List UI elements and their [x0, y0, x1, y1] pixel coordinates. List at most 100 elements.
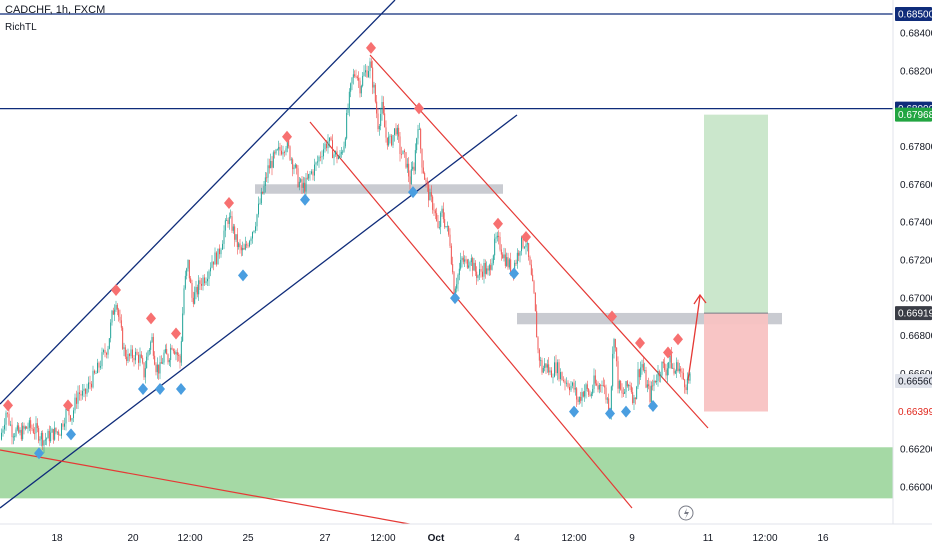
candle-body [625, 381, 627, 392]
candle-body [294, 164, 296, 168]
candle-body [214, 252, 216, 265]
candle-body [142, 357, 144, 363]
candle-body [406, 163, 408, 168]
position-target-zone[interactable] [704, 114, 768, 314]
candle-body [278, 146, 280, 150]
projection-arrow-head [693, 293, 707, 305]
candle-body [569, 387, 570, 391]
resistance-band-lower[interactable] [517, 312, 782, 325]
price-tag-navy[interactable] [895, 7, 932, 21]
candle-body [205, 281, 207, 284]
ascending-channel-line-0[interactable] [0, 0, 396, 405]
time-axis[interactable]: 18 20 12:00 25 27 12:00 Oct 4 12:00 9 11 12:00 16 [0, 505, 932, 550]
candle-body [404, 150, 405, 153]
candle-body [76, 397, 77, 404]
candle-body [686, 379, 688, 391]
candle-body [292, 159, 294, 170]
candle-body [652, 385, 654, 387]
descending-channel-line-2[interactable] [0, 449, 416, 526]
candle-body [187, 259, 189, 269]
time-axis-background [0, 524, 932, 550]
ascending-channel-line-1[interactable] [0, 114, 518, 509]
candle-body [143, 362, 145, 378]
candle-body [610, 386, 612, 413]
candle-body [672, 367, 674, 369]
candle-body [445, 226, 447, 228]
candle-body [267, 165, 269, 178]
candle-body [629, 384, 631, 387]
candle-body [216, 252, 217, 265]
candle-body [12, 436, 14, 438]
candle-body [258, 203, 259, 215]
candle-body [91, 383, 92, 388]
candle-body [329, 137, 330, 142]
price-tag-gray[interactable] [895, 374, 932, 389]
candle-body [362, 75, 364, 86]
candle-body [666, 368, 668, 376]
candle-body [386, 137, 388, 146]
candle-body [139, 354, 141, 363]
candle-body [320, 156, 321, 158]
swing-markers-layer [3, 41, 683, 460]
candle-body [524, 247, 525, 249]
candle-body [426, 181, 428, 185]
supply-demand-zone[interactable] [0, 447, 893, 499]
candle-body [62, 423, 64, 427]
candle-body [510, 259, 512, 273]
swing-low-marker [176, 382, 186, 395]
candle-body [270, 160, 272, 169]
candle-body [648, 384, 650, 387]
descending-channel-line-0[interactable] [369, 54, 709, 429]
candle-body [339, 153, 341, 158]
position-stop-zone[interactable] [704, 313, 768, 412]
price-tag-green[interactable] [895, 107, 932, 122]
candle-body [644, 370, 646, 371]
price-tag-red[interactable] [895, 404, 932, 419]
projection-arrow[interactable] [687, 295, 701, 381]
candle-body [252, 232, 253, 239]
zones-layer [0, 114, 893, 499]
candle-body [338, 157, 339, 160]
candle-body [97, 362, 98, 374]
candle-body [195, 286, 197, 293]
candle-body [552, 376, 554, 378]
candle-body [290, 159, 292, 161]
candle-body [484, 262, 486, 274]
candle-body [28, 420, 30, 428]
candle-body [163, 352, 165, 363]
candle-body [582, 392, 584, 397]
candle-body [8, 413, 10, 425]
candle-body [414, 150, 416, 171]
candle-body [399, 136, 401, 154]
resistance-band-upper[interactable] [255, 184, 503, 194]
candle-body [166, 349, 168, 355]
candle-body [111, 310, 113, 323]
candle-body [560, 372, 561, 380]
candle-body [48, 430, 50, 442]
candle-body [201, 283, 202, 286]
price-tag-dark[interactable] [895, 306, 932, 321]
candle-body [326, 143, 327, 149]
price-tag-label: 0.66560 [898, 377, 932, 388]
candle-body [472, 258, 474, 271]
candle-body [548, 364, 550, 373]
swing-low-marker [621, 405, 631, 418]
candle-body [428, 184, 430, 201]
candle-body [628, 384, 630, 387]
candle-body [220, 249, 222, 255]
candle-body [521, 236, 522, 252]
candle-body [7, 412, 8, 414]
candle-body [525, 244, 527, 248]
descending-channel-line-1[interactable] [309, 121, 633, 509]
candle-body [179, 355, 181, 363]
candle-body [640, 367, 642, 378]
candle-body [230, 216, 232, 218]
candle-body [518, 252, 520, 256]
candle-body [194, 292, 196, 304]
candle-body [682, 372, 684, 380]
candle-body [586, 384, 588, 389]
indicator-label[interactable]: RichTL [5, 22, 37, 33]
